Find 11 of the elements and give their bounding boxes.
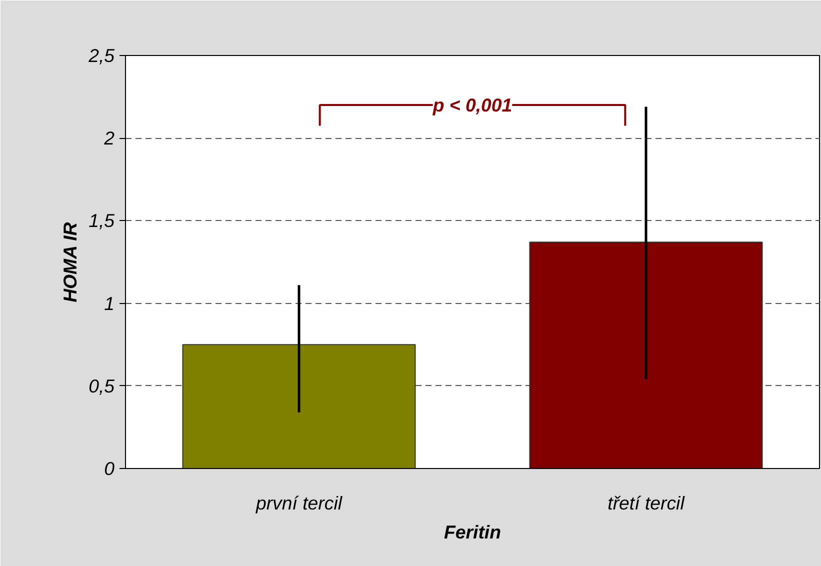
y-tick-label: 1,5 bbox=[88, 210, 116, 232]
y-tick-label: 0 bbox=[104, 458, 116, 479]
x-tick-label: první tercil bbox=[254, 492, 343, 514]
y-tick-label: 2 bbox=[103, 128, 116, 149]
annotation: p < 0,001 bbox=[432, 94, 512, 116]
y-tick-label: 1 bbox=[104, 292, 115, 314]
y-tick-label: 0,5 bbox=[88, 375, 116, 396]
x-tick-label: třetí tercil bbox=[608, 492, 686, 514]
x-axis-title: Feritin bbox=[444, 522, 502, 542]
y-axis-title: HOMA IR bbox=[60, 222, 81, 302]
y-tick-label: 2,5 bbox=[88, 45, 116, 66]
